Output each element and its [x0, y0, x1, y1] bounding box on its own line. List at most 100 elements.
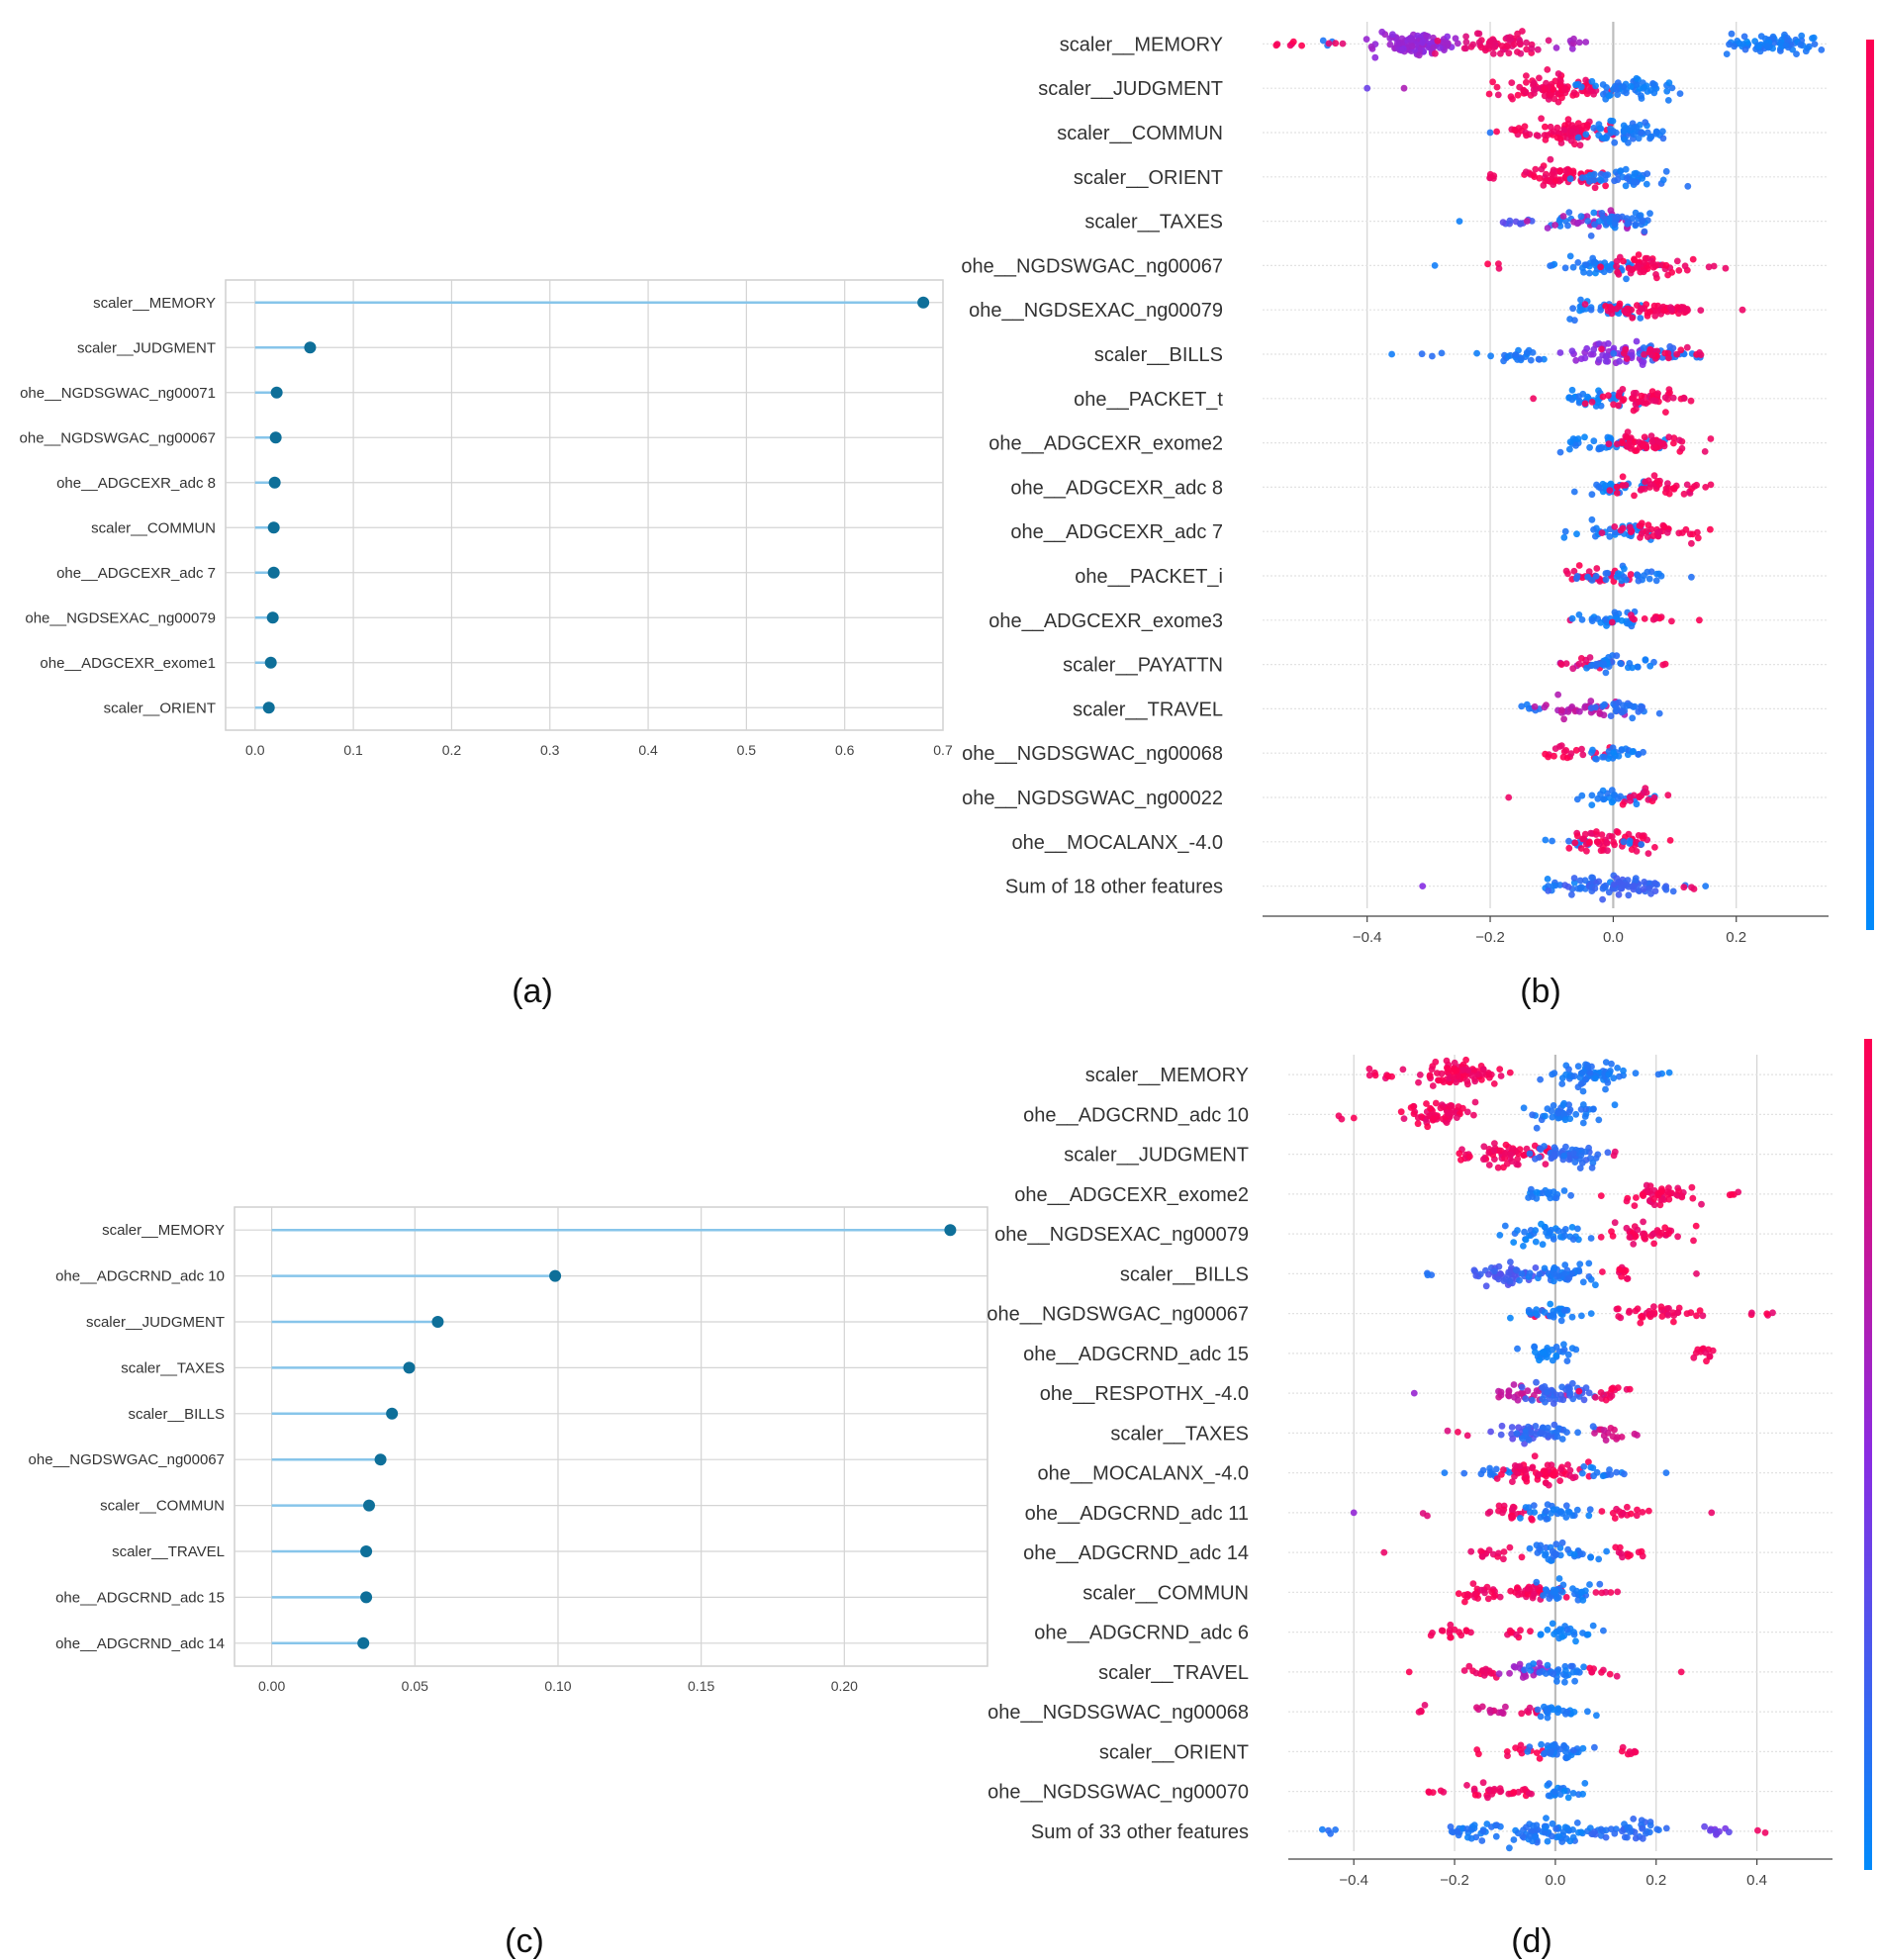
b-point-r0-3-86 [1378, 28, 1386, 36]
b-point-r18-2-44 [1604, 847, 1611, 855]
b-point-r12-1-16 [1618, 577, 1626, 585]
d-point-r6-2-31 [1693, 1312, 1700, 1320]
d-point-r18-2-4 [1519, 1786, 1527, 1794]
b-point-r5-3-24 [1689, 255, 1697, 263]
d-point-r0-2-13 [1608, 1060, 1615, 1068]
b-point-r7-5-12 [1646, 345, 1654, 353]
b-point-r7-3-41 [1595, 356, 1603, 363]
d-point-r13-3-3 [1614, 1588, 1622, 1596]
b-point-r1-4-58 [1572, 81, 1579, 89]
d-point-r1-2-8 [1581, 1113, 1589, 1120]
b-point-r2-2-66 [1550, 128, 1557, 136]
d-point-r4-0-26 [1521, 1228, 1528, 1236]
b-point-r15-2-21 [1629, 714, 1637, 722]
b-point-r2-3-49 [1635, 135, 1643, 142]
d-point-r2-1-6 [1514, 1156, 1522, 1163]
b-point-r7-5-14 [1620, 349, 1628, 357]
d-point-r19-3-38 [1623, 1823, 1631, 1831]
d-point-r4-0-27 [1501, 1222, 1509, 1230]
b-feature-label-ohe-ngdsgwac-ng00068: ohe__NGDSGWAC_ng00068 [962, 743, 1223, 765]
d-point-r19-1-21 [1447, 1823, 1455, 1830]
b-point-r2-0-0 [1486, 129, 1494, 137]
b-point-r12-1-27 [1602, 570, 1610, 577]
b-point-r2-3-42 [1620, 122, 1628, 130]
b-point-r0-3-64 [1363, 36, 1370, 43]
d-point-r11-3-16 [1517, 1515, 1524, 1522]
d-point-r0-2-47 [1614, 1065, 1621, 1072]
b-point-r3-1-39 [1602, 182, 1609, 190]
d-point-r0-2-69 [1583, 1062, 1591, 1069]
d-point-r3-1-43 [1675, 1187, 1683, 1194]
caption-d: (d) [1511, 1922, 1552, 1960]
d-point-r0-0-7 [1365, 1072, 1373, 1079]
b-point-r5-3-43 [1613, 257, 1621, 265]
b-point-r3-2-23 [1662, 167, 1670, 175]
d-point-r7-1-11 [1702, 1349, 1710, 1356]
b-point-r18-2-52 [1586, 838, 1593, 846]
b-point-r0-4-45 [1462, 33, 1469, 41]
b-point-r15-2-5 [1607, 712, 1615, 719]
b-point-r3-1-62 [1556, 167, 1564, 174]
a-marker-8 [264, 656, 277, 669]
b-point-r11-1-36 [1654, 529, 1662, 537]
d-point-r19-3-24 [1653, 1825, 1661, 1833]
d-point-r10-1-9 [1487, 1468, 1494, 1476]
d-point-r9-2-4 [1513, 1430, 1521, 1438]
b-point-r4-2-6 [1564, 222, 1571, 230]
d-point-r0-1-77 [1450, 1073, 1457, 1080]
b-point-r15-1-12 [1541, 703, 1549, 711]
b-point-r0-3-98 [1393, 40, 1401, 47]
b-point-r8-2-38 [1616, 389, 1624, 397]
d-point-r1-2-42 [1561, 1116, 1569, 1124]
b-point-r7-5-1 [1641, 351, 1647, 358]
d-point-r6-2-38 [1650, 1310, 1658, 1318]
b-point-r1-4-51 [1641, 83, 1648, 91]
caption-a: (a) [512, 973, 553, 1010]
d-point-r8-3-4 [1592, 1393, 1599, 1401]
b-point-r8-1-30 [1568, 396, 1576, 404]
b-point-r8-2-34 [1661, 394, 1669, 402]
d-point-r18-3-3 [1546, 1780, 1552, 1788]
d-point-r10-3-14 [1599, 1472, 1607, 1480]
b-point-r7-5-9 [1598, 345, 1605, 353]
panel-a-feature-importance: 0.0 0.1 0.2 0.3 0.4 0.5 0.6 0.7 scaler__MEMORYsc… [20, 279, 953, 758]
b-point-r6-1-36 [1634, 302, 1641, 309]
b-point-r19-3-14 [1641, 879, 1648, 886]
b-point-r1-4-38 [1623, 89, 1630, 97]
d-point-r1-1-57 [1454, 1114, 1460, 1121]
d-point-r19-2-29 [1554, 1832, 1562, 1840]
b-point-r16-0-18 [1551, 745, 1559, 752]
b-point-r8-2-44 [1620, 396, 1628, 404]
d-point-r2-2-52 [1551, 1144, 1558, 1152]
b-point-r1-2-68 [1550, 85, 1557, 93]
b-point-r3-1-63 [1538, 165, 1546, 173]
b-point-r1-2-87 [1536, 74, 1543, 82]
d-point-r8-1-22 [1497, 1388, 1505, 1396]
b-point-r1-2-35 [1544, 66, 1551, 73]
d-point-r5-1-48 [1485, 1270, 1492, 1278]
d-point-r8-3-11 [1608, 1392, 1616, 1400]
b-points [1272, 28, 1826, 903]
d-point-r9-2-34 [1538, 1430, 1546, 1437]
d-point-r13-2-30 [1579, 1596, 1587, 1604]
d-point-r4-1-0 [1650, 1240, 1657, 1248]
b-point-r0-3-104 [1386, 41, 1394, 48]
d-point-r15-3-11 [1553, 1677, 1560, 1685]
b-point-r17-1-20 [1588, 792, 1596, 799]
b-point-r0-4-54 [1514, 30, 1521, 38]
b-point-r7-3-37 [1628, 351, 1636, 359]
d-point-r7-0-26 [1544, 1353, 1551, 1361]
d-point-r6-2-33 [1674, 1309, 1682, 1316]
b-point-r17-1-24 [1588, 801, 1596, 808]
c-xtick-label-4: 0.20 [831, 1678, 858, 1694]
d-point-r17-1-7 [1504, 1752, 1511, 1759]
d-point-r12-2-11 [1558, 1539, 1566, 1546]
d-point-r18-3-8 [1564, 1794, 1572, 1802]
a-marker-1 [304, 341, 317, 354]
b-point-r0-4-43 [1534, 46, 1542, 53]
b-point-r12-1-11 [1652, 577, 1660, 585]
d-point-r6-3-4 [1769, 1309, 1776, 1317]
d-point-r1-1-26 [1432, 1099, 1440, 1107]
b-point-r1-4-50 [1614, 79, 1622, 86]
d-point-r0-1-23 [1490, 1080, 1498, 1087]
